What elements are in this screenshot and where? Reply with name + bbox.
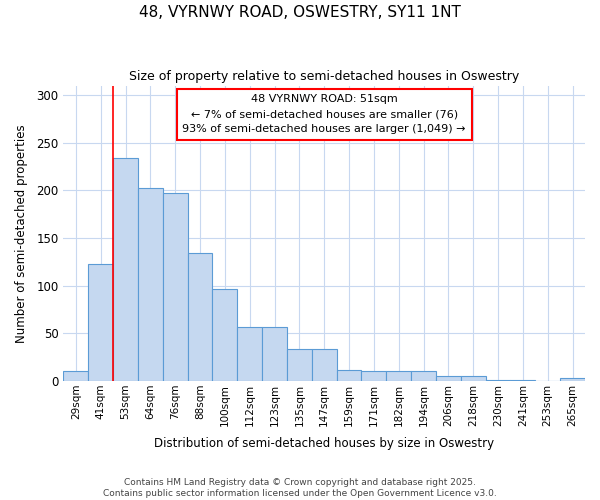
- Text: 48 VYRNWY ROAD: 51sqm
← 7% of semi-detached houses are smaller (76)
93% of semi-: 48 VYRNWY ROAD: 51sqm ← 7% of semi-detac…: [182, 94, 466, 134]
- Bar: [163, 193, 188, 381]
- Bar: [64, 372, 88, 381]
- Bar: [361, 372, 386, 381]
- Y-axis label: Number of semi-detached properties: Number of semi-detached properties: [15, 124, 28, 342]
- Text: 48, VYRNWY ROAD, OSWESTRY, SY11 1NT: 48, VYRNWY ROAD, OSWESTRY, SY11 1NT: [139, 5, 461, 20]
- Text: Contains HM Land Registry data © Crown copyright and database right 2025.
Contai: Contains HM Land Registry data © Crown c…: [103, 478, 497, 498]
- X-axis label: Distribution of semi-detached houses by size in Oswestry: Distribution of semi-detached houses by …: [154, 437, 494, 450]
- Bar: [411, 370, 436, 381]
- Bar: [212, 290, 237, 381]
- Bar: [485, 380, 511, 381]
- Bar: [237, 326, 262, 381]
- Bar: [262, 326, 287, 381]
- Bar: [138, 188, 163, 381]
- Bar: [461, 376, 485, 381]
- Bar: [188, 254, 212, 381]
- Bar: [287, 348, 312, 381]
- Bar: [113, 158, 138, 381]
- Bar: [511, 380, 535, 381]
- Bar: [312, 348, 337, 381]
- Title: Size of property relative to semi-detached houses in Oswestry: Size of property relative to semi-detach…: [129, 70, 520, 83]
- Bar: [436, 376, 461, 381]
- Bar: [560, 378, 585, 381]
- Bar: [337, 370, 361, 381]
- Bar: [386, 370, 411, 381]
- Bar: [88, 264, 113, 381]
